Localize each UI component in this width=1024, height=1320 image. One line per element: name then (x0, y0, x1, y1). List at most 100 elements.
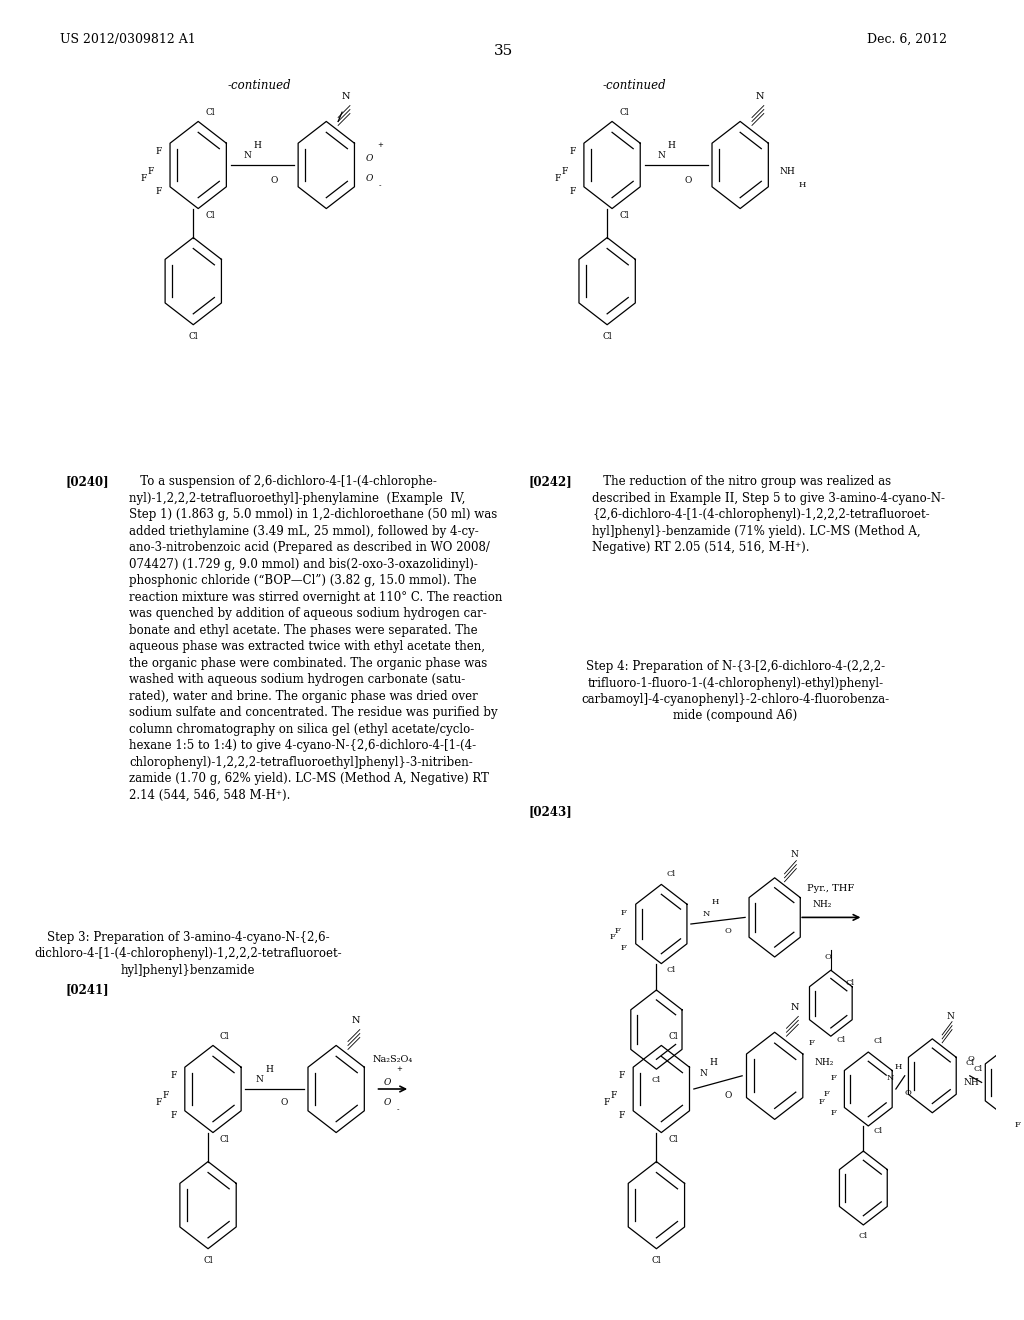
Text: Cl: Cl (859, 1232, 868, 1239)
Text: F: F (163, 1092, 169, 1100)
Text: F: F (611, 1092, 617, 1100)
Text: F: F (621, 944, 627, 952)
Text: Cl: Cl (973, 1065, 982, 1073)
Text: Cl: Cl (669, 1135, 678, 1143)
Text: N: N (699, 1069, 708, 1077)
Text: F: F (808, 1039, 814, 1047)
Text: N: N (791, 850, 799, 858)
Text: O: O (684, 177, 691, 185)
Text: F: F (604, 1098, 610, 1106)
Text: Cl: Cl (873, 1038, 883, 1045)
Text: O: O (384, 1098, 391, 1106)
Text: Cl: Cl (620, 108, 629, 116)
Text: Cl: Cl (652, 1076, 660, 1084)
Text: F: F (156, 148, 162, 156)
Text: US 2012/0309812 A1: US 2012/0309812 A1 (60, 33, 196, 46)
Text: Cl: Cl (667, 966, 676, 974)
Text: H: H (712, 898, 719, 907)
Text: F: F (569, 148, 575, 156)
Text: H: H (799, 181, 806, 189)
Text: F: F (156, 1098, 162, 1106)
Text: N: N (756, 92, 764, 100)
Text: O: O (724, 1092, 731, 1100)
Text: F: F (609, 933, 615, 941)
Text: Cl: Cl (873, 1127, 883, 1135)
Text: Cl: Cl (188, 333, 198, 341)
Text: Cl: Cl (220, 1032, 229, 1040)
Text: Cl: Cl (205, 108, 215, 116)
Text: F: F (555, 174, 561, 182)
Text: F: F (1014, 1121, 1020, 1129)
Text: F: F (618, 1111, 625, 1119)
Text: Cl: Cl (205, 211, 215, 219)
Text: O: O (724, 927, 731, 936)
Text: [0242]: [0242] (528, 475, 572, 488)
Text: [0241]: [0241] (66, 983, 109, 997)
Text: NH: NH (964, 1078, 980, 1086)
Text: N: N (702, 909, 710, 919)
Text: H: H (710, 1059, 717, 1067)
Text: O: O (824, 953, 831, 961)
Text: F: F (614, 927, 620, 935)
Text: NH₂: NH₂ (814, 1059, 834, 1067)
Text: Cl: Cl (651, 1257, 662, 1265)
Text: Step 4: Preparation of N-{3-[2,6-dichloro-4-(2,2,2-
trifluoro-1-fluoro-1-(4-chlo: Step 4: Preparation of N-{3-[2,6-dichlor… (582, 660, 889, 722)
Text: 35: 35 (494, 44, 513, 58)
Text: The reduction of the nitro group was realized as
described in Example II, Step 5: The reduction of the nitro group was rea… (592, 475, 945, 554)
Text: [0240]: [0240] (66, 475, 109, 488)
Text: N: N (256, 1076, 264, 1084)
Text: O: O (366, 174, 374, 182)
Text: F: F (569, 187, 575, 195)
Text: F: F (830, 1074, 837, 1082)
Text: Cl: Cl (220, 1135, 229, 1143)
Text: O: O (968, 1055, 974, 1064)
Text: N: N (244, 152, 252, 160)
Text: Na₂S₂O₄: Na₂S₂O₄ (372, 1056, 413, 1064)
Text: H: H (265, 1065, 273, 1073)
Text: F: F (818, 1098, 824, 1106)
Text: H: H (253, 141, 261, 149)
Text: F: F (141, 174, 147, 182)
Text: -: - (397, 1106, 399, 1111)
Text: Pyr., THF: Pyr., THF (807, 884, 854, 892)
Text: O: O (281, 1098, 288, 1106)
Text: F: F (618, 1072, 625, 1080)
Text: Cl: Cl (667, 870, 676, 878)
Text: Cl: Cl (602, 333, 612, 341)
Text: NH: NH (779, 168, 796, 176)
Text: -continued: -continued (227, 79, 292, 92)
Text: Cl: Cl (669, 1032, 678, 1040)
Text: N: N (791, 1003, 799, 1011)
Text: -: - (378, 182, 381, 187)
Text: O: O (905, 1089, 911, 1097)
Text: N: N (657, 152, 666, 160)
Text: F: F (156, 187, 162, 195)
Text: H: H (895, 1063, 902, 1071)
Text: +: + (396, 1067, 402, 1072)
Text: F: F (830, 1109, 837, 1117)
Text: Cl: Cl (620, 211, 629, 219)
Text: H: H (668, 141, 675, 149)
Text: O: O (384, 1078, 391, 1086)
Text: -continued: -continued (602, 79, 666, 92)
Text: Step 3: Preparation of 3-amino-4-cyano-N-{2,6-
dichloro-4-[1-(4-chlorophenyl)-1,: Step 3: Preparation of 3-amino-4-cyano-N… (35, 931, 342, 977)
Text: N: N (351, 1016, 360, 1024)
Text: F: F (621, 909, 627, 917)
Text: N: N (342, 92, 350, 100)
Text: F: F (824, 1090, 829, 1098)
Text: To a suspension of 2,6-dichloro-4-[1-(4-chlorophe-
nyl)-1,2,2,2-tetrafluoroethyl: To a suspension of 2,6-dichloro-4-[1-(4-… (129, 475, 503, 801)
Text: F: F (561, 168, 568, 176)
Text: O: O (366, 154, 374, 162)
Text: Cl: Cl (966, 1059, 974, 1067)
Text: +: + (378, 143, 383, 148)
Text: F: F (147, 168, 154, 176)
Text: Dec. 6, 2012: Dec. 6, 2012 (867, 33, 947, 46)
Text: NH₂: NH₂ (812, 900, 831, 908)
Text: Cl: Cl (837, 1036, 845, 1044)
Text: N: N (887, 1074, 894, 1082)
Text: F: F (170, 1111, 177, 1119)
Text: N: N (946, 1012, 954, 1020)
Text: F: F (170, 1072, 177, 1080)
Text: Cl: Cl (846, 979, 855, 987)
Text: O: O (270, 177, 278, 185)
